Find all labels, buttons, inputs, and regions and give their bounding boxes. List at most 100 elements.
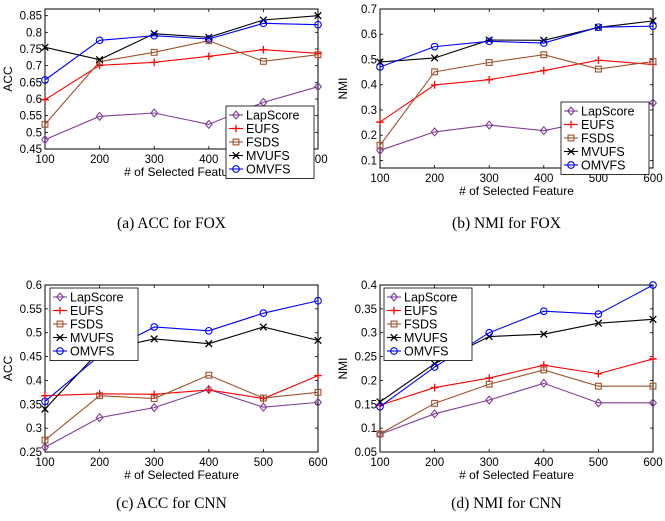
data-point [205,371,213,379]
y-tick-label: 0.4 [361,280,378,292]
caption: (d) NMI for CNN [451,495,562,512]
y-tick-label: 0.3 [26,423,42,435]
series-line-eufs [44,49,319,101]
legend-marker [232,124,240,133]
data-point [205,339,213,348]
y-axis-label: NMI [336,358,350,380]
data-point [259,394,267,402]
series-omvfs [41,19,322,84]
plot-frame [379,8,654,169]
data-point [594,310,603,318]
data-point [41,76,49,84]
data-point [649,382,657,390]
data-point [150,58,158,67]
legend-entry: LapScore [581,105,635,119]
data-point [540,51,548,59]
data-point [150,108,159,118]
data-point [259,19,268,28]
series-line-mvufs [379,20,654,63]
x-tick-label: 500 [589,457,608,469]
data-point [430,363,439,371]
legend-entry: EUFS [246,122,279,136]
x-tick-label: 600 [643,173,662,185]
data-point [594,398,603,408]
y-tick-label: 0.3 [361,328,377,340]
data-point [430,409,439,419]
data-point [376,63,384,71]
data-point [649,58,657,65]
plot-frame [44,8,319,150]
data-point [594,369,603,378]
legend-entry: MVUFS [246,149,290,163]
y-axis-label: NMI [336,78,350,100]
series-fsds [41,371,322,444]
legend-entry: FSDS [581,132,614,146]
legend-entry: EUFS [404,304,437,318]
data-point [314,51,322,59]
data-point [485,328,494,337]
legend-entry: EUFS [70,304,103,318]
legend-entry: FSDS [246,136,279,150]
data-point [150,31,159,40]
data-point [41,397,49,406]
x-axis-label: # of Selected Feature [459,468,574,482]
caption: (b) NMI for FOX [452,215,561,232]
y-axis-label: ACC [1,356,15,382]
data-point [430,42,439,51]
chart-3: 100 200 300 400 500 600 0.05 0.1 0.15 0.2 0.25 0.3 0… [336,280,663,512]
data-point [204,35,213,43]
data-point [41,43,49,52]
y-tick-label: 0.15 [355,399,377,411]
x-axis-label: # of Selected Feature [124,165,239,179]
data-point [205,52,213,61]
y-tick-label: 0.6 [26,94,42,106]
data-point [314,20,322,29]
data-point [540,366,548,374]
series-eufs [376,355,657,410]
data-point [259,323,268,331]
data-point [314,388,322,396]
x-axis-label: # of Selected Feature [124,468,239,482]
data-point [649,355,657,363]
y-tick-label: 0.3 [361,105,377,117]
y-tick-label: 0.1 [361,155,377,167]
legend-marker [389,292,399,302]
legend-marker [566,106,576,116]
y-tick-label: 0.85 [20,11,42,23]
legend-marker [232,165,240,173]
legend-box [383,287,473,361]
data-point [375,145,385,156]
series-line-fsds [379,369,653,435]
data-point [539,125,548,136]
data-point [40,442,50,452]
series-fsds [376,366,657,438]
plot-frame [379,284,654,453]
x-tick-label: 200 [90,457,109,469]
plot-frame [44,284,319,453]
y-tick-label: 0.5 [361,54,377,66]
y-tick-label: 0.4 [26,375,43,387]
series-eufs [376,56,657,126]
data-point [376,141,384,149]
legend-marker [390,320,398,328]
legend-marker [390,306,398,315]
data-point [485,75,493,84]
data-point [485,37,494,46]
data-point [485,59,493,66]
series-lapscore [375,378,658,440]
data-point [41,405,49,413]
data-point [649,281,657,289]
series-lapscore [40,384,323,452]
legend-entry: LapScore [404,291,458,305]
legend-marker [56,347,64,355]
series-omvfs [376,22,657,71]
x-tick-label: 300 [145,154,164,166]
legend-marker [390,333,398,342]
data-point [41,95,49,104]
data-point [95,412,104,423]
x-tick-label: 600 [308,457,327,469]
x-tick-label: 400 [199,457,218,469]
y-tick-label: 0.7 [361,4,377,16]
data-point [41,436,49,444]
